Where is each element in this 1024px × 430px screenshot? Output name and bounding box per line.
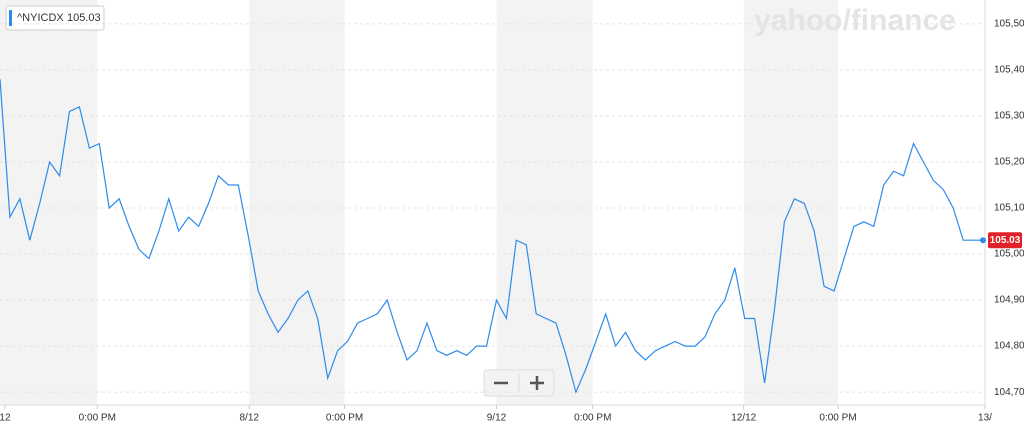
- y-tick-label: 104,80: [994, 341, 1024, 352]
- x-tick-label: 0:00 PM: [326, 413, 363, 424]
- y-tick-label: 105,20: [994, 157, 1024, 168]
- shade-band: [496, 0, 593, 405]
- watermark: yahoo/finance: [754, 4, 956, 37]
- y-tick-label: 104,90: [994, 295, 1024, 306]
- y-tick-label: 105,00: [994, 249, 1024, 260]
- legend-value: 105.03: [67, 12, 101, 24]
- y-tick-label: 105,30: [994, 111, 1024, 122]
- x-tick-label: 12: [0, 413, 11, 424]
- x-tick-label: 0:00 PM: [574, 413, 611, 424]
- shade-band: [249, 0, 345, 405]
- zoom-controls: [483, 369, 555, 397]
- x-tick-label: 0:00 PM: [79, 413, 116, 424]
- shade-band: [743, 0, 839, 405]
- legend-swatch: [9, 10, 12, 26]
- price-tag-label: 105.03: [990, 235, 1021, 246]
- bands: [0, 0, 839, 405]
- y-tick-label: 105,50: [994, 19, 1024, 30]
- x-tick-label: 12/12: [731, 413, 756, 424]
- price-tag: [988, 232, 1022, 249]
- y-tick-label: 105,40: [994, 65, 1024, 76]
- x-tick-label: 8/12: [239, 413, 259, 424]
- legend: ^NYICDX 105.03: [5, 5, 105, 31]
- legend-name: ^NYICDX: [17, 12, 64, 24]
- y-tick-label: 105,10: [994, 203, 1024, 214]
- last-point: [980, 237, 987, 244]
- x-tick-label: 9/12: [487, 413, 507, 424]
- x-tick-label: 13/: [978, 413, 992, 424]
- y-tick-label: 104,70: [994, 387, 1024, 398]
- shade-band: [0, 0, 98, 405]
- price-line: [0, 79, 983, 394]
- x-tick-label: 0:00 PM: [819, 413, 856, 424]
- zoom-in[interactable]: [530, 376, 544, 390]
